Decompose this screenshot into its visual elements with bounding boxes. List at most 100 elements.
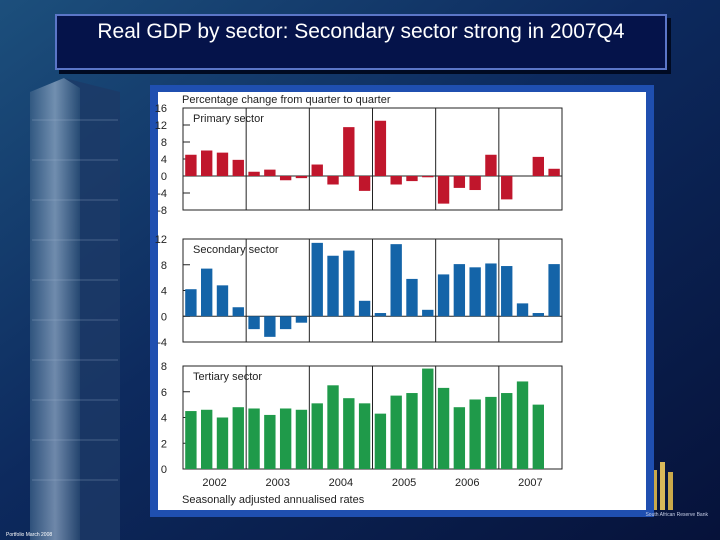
bar-2004q4 bbox=[358, 403, 371, 469]
bar-2005q3 bbox=[406, 176, 418, 182]
bar-2007q3 bbox=[532, 156, 544, 177]
bar-2003q4 bbox=[295, 176, 308, 179]
bar-2002q4 bbox=[232, 159, 244, 176]
bar-2006q4 bbox=[485, 263, 497, 317]
y-tick-label: 0 bbox=[161, 464, 167, 476]
bar-2002q2 bbox=[201, 409, 213, 469]
bar-2004q3 bbox=[343, 127, 355, 177]
bar-2004q1 bbox=[311, 164, 323, 176]
bar-2005q4 bbox=[422, 368, 434, 469]
year-label-2005: 2005 bbox=[392, 477, 416, 489]
y-tick-label: 6 bbox=[161, 387, 167, 399]
slide-title: Real GDP by sector: Secondary sector str… bbox=[55, 14, 667, 70]
gdp-chart: Percentage change from quarter to quarte… bbox=[155, 94, 563, 506]
bar-2007q3 bbox=[532, 313, 544, 317]
bar-2005q2 bbox=[390, 244, 402, 317]
bar-2003q4 bbox=[295, 409, 308, 469]
bar-2003q2 bbox=[264, 316, 276, 337]
bar-2006q1 bbox=[437, 387, 450, 469]
bar-2003q1 bbox=[248, 408, 260, 469]
y-tick-label: -8 bbox=[157, 205, 167, 217]
bar-2007q3 bbox=[532, 404, 544, 470]
bar-2003q4 bbox=[295, 316, 308, 323]
y-tick-label: 4 bbox=[161, 413, 167, 425]
bar-2003q3 bbox=[279, 408, 292, 469]
bar-2004q3 bbox=[343, 398, 355, 469]
panel-label: Secondary sector bbox=[193, 244, 279, 256]
bank-logo-icon bbox=[652, 462, 673, 510]
year-label-2003: 2003 bbox=[266, 477, 290, 489]
year-label-2002: 2002 bbox=[202, 477, 226, 489]
bar-2005q3 bbox=[406, 393, 418, 469]
bar-2007q1 bbox=[501, 176, 513, 200]
bar-2007q2 bbox=[516, 303, 529, 317]
bar-2004q3 bbox=[343, 250, 355, 317]
bar-2003q1 bbox=[248, 171, 260, 176]
bar-2007q4 bbox=[548, 168, 560, 176]
bar-2005q4 bbox=[422, 176, 434, 178]
bar-2005q2 bbox=[390, 395, 402, 469]
bar-2006q4 bbox=[485, 154, 497, 176]
panel-label: Tertiary sector bbox=[193, 371, 262, 383]
y-tick-label: 16 bbox=[155, 103, 167, 115]
year-label-2004: 2004 bbox=[329, 477, 353, 489]
footer-text: Portfolio March 2008 bbox=[6, 532, 53, 538]
bar-2005q2 bbox=[390, 176, 402, 185]
y-tick-label: 8 bbox=[161, 260, 167, 272]
bar-2004q4 bbox=[358, 300, 371, 317]
panel-2: 12 8 4 0 -4 Secondary sector bbox=[155, 234, 563, 349]
bar-2006q4 bbox=[485, 396, 497, 469]
bar-2006q2 bbox=[453, 176, 466, 188]
bar-2006q1 bbox=[437, 274, 450, 317]
y-tick-label: 8 bbox=[161, 137, 167, 149]
year-label-2006: 2006 bbox=[455, 477, 479, 489]
y-tick-label: 2 bbox=[161, 438, 167, 450]
bar-2005q4 bbox=[422, 309, 434, 317]
bar-2007q4 bbox=[548, 264, 560, 317]
bar-2005q1 bbox=[374, 313, 387, 317]
y-tick-label: 0 bbox=[161, 171, 167, 183]
bar-2005q1 bbox=[374, 120, 387, 176]
bar-2006q3 bbox=[469, 399, 481, 469]
y-tick-label: 4 bbox=[161, 154, 167, 166]
slide-title-text: Real GDP by sector: Secondary sector str… bbox=[97, 20, 625, 43]
bar-2002q1 bbox=[185, 411, 197, 469]
chart-title: Percentage change from quarter to quarte… bbox=[182, 94, 391, 106]
bar-2003q3 bbox=[279, 176, 292, 181]
bar-2004q2 bbox=[327, 255, 339, 317]
bar-2004q2 bbox=[327, 385, 339, 469]
bar-2003q2 bbox=[264, 169, 276, 177]
bar-2005q3 bbox=[406, 278, 418, 317]
bar-2002q1 bbox=[185, 154, 197, 176]
panel-label: Primary sector bbox=[193, 113, 264, 125]
y-tick-label: 12 bbox=[155, 234, 167, 246]
y-tick-label: 8 bbox=[161, 361, 167, 373]
y-tick-label: 12 bbox=[155, 120, 167, 132]
bar-2003q2 bbox=[264, 414, 276, 469]
bar-2007q2 bbox=[516, 381, 529, 469]
year-label-2007: 2007 bbox=[518, 477, 542, 489]
bar-2007q1 bbox=[501, 393, 513, 469]
bar-2003q3 bbox=[279, 316, 292, 330]
year-labels: 2002 2003 2004 2005 2006 2007 bbox=[202, 477, 542, 489]
bar-2006q2 bbox=[453, 264, 466, 317]
bar-2006q3 bbox=[469, 267, 481, 317]
y-tick-label: 4 bbox=[161, 286, 167, 298]
bar-2002q1 bbox=[185, 289, 197, 317]
bar-2002q4 bbox=[232, 307, 244, 317]
bar-2004q1 bbox=[311, 403, 323, 469]
panel-3: 8 6 4 2 0 Tertiary sector bbox=[161, 361, 563, 476]
y-tick-label: 0 bbox=[161, 311, 167, 323]
bar-2006q2 bbox=[453, 407, 466, 469]
bar-2006q3 bbox=[469, 176, 481, 191]
bar-2005q1 bbox=[374, 413, 387, 469]
bar-2007q1 bbox=[501, 266, 513, 317]
bar-2002q2 bbox=[201, 150, 213, 176]
chart-panels: 16 12 8 4 0 -4 -8 Primary sector 12 8 4 0 -4 Secondar… bbox=[155, 103, 563, 476]
bar-2002q3 bbox=[216, 285, 229, 317]
y-tick-label: -4 bbox=[157, 337, 167, 349]
panel-1: 16 12 8 4 0 -4 -8 Primary sector bbox=[155, 103, 563, 217]
y-tick-label: -4 bbox=[157, 188, 167, 200]
bar-2002q3 bbox=[216, 417, 229, 469]
bar-2002q2 bbox=[201, 268, 213, 317]
